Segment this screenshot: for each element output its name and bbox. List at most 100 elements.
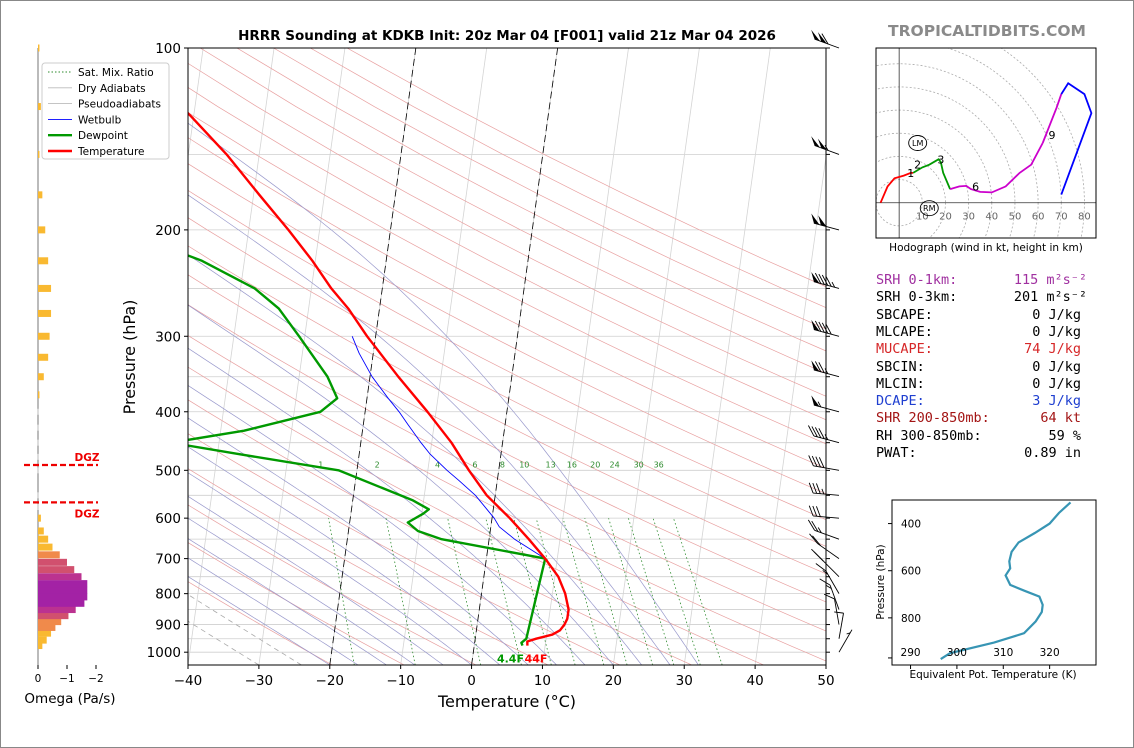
indices-table: SRH 0-1km: 115 m²s⁻² SRH 0-3km: 201 m²s⁻² SB… — [876, 272, 1087, 472]
dry-adiabat-line — [188, 163, 826, 495]
omega-bar — [37, 467, 39, 474]
index-value: 0 J/kg — [1032, 323, 1081, 340]
skewt-ytick-label: 100 — [155, 41, 181, 57]
wind-barb — [808, 505, 840, 519]
skewt-ytick-label: 500 — [155, 463, 181, 479]
wind-barb-flag — [817, 138, 827, 150]
omega-bar — [37, 503, 39, 510]
wind-barb-flag — [818, 215, 827, 227]
hodograph-caption: Hodograph (wind in kt, height in km) — [889, 242, 1083, 254]
pseudoadiabat-line — [188, 384, 557, 665]
wind-barb-flag — [811, 395, 820, 407]
omega-bar — [38, 618, 62, 626]
isotherm-line — [400, 48, 488, 665]
index-label: DCAPE: — [876, 393, 925, 410]
index-label: SRH 0-1km: — [876, 272, 958, 288]
theta-e-ytick-label: 400 — [901, 519, 921, 531]
wind-barb-half — [821, 488, 825, 495]
index-value: 59 % — [1048, 427, 1081, 444]
dry-adiabat-line — [188, 274, 826, 603]
pseudoadiabat-line — [188, 472, 472, 665]
wind-barb-full — [815, 456, 821, 468]
mixing-ratio-line — [535, 518, 576, 665]
surface-temperature-label: 44F — [525, 652, 548, 665]
skewt-axes-frame — [187, 47, 827, 666]
pseudoadiabat-line — [188, 557, 359, 665]
legend-entry: Pseudoadiabats — [78, 99, 161, 111]
index-label: MUCAPE: — [876, 341, 933, 358]
wind-barb-full — [813, 551, 824, 562]
pseudoadiabat-line — [188, 576, 330, 665]
mixing-ratio-line — [513, 518, 552, 665]
index-row: MLCIN: 0 J/kg — [876, 376, 1081, 393]
omega-bar — [38, 543, 53, 551]
theta-e-xlabel: Equivalent Pot. Temperature (K) — [909, 669, 1076, 681]
index-label: SHR 200-850mb: — [876, 410, 990, 427]
dry-adiabat-line — [188, 87, 826, 421]
wind-barb-full — [808, 482, 814, 494]
wind-barb-half — [831, 281, 836, 288]
mixing-ratio-label: 20 — [590, 460, 600, 469]
brand-watermark: TROPICALTIDBITS.COM — [888, 22, 1086, 40]
wind-barb-full — [818, 457, 825, 468]
wind-barb-flag — [817, 32, 827, 44]
wind-barb-full — [811, 520, 819, 532]
wind-barb-staff — [834, 598, 840, 625]
mixing-ratio-line — [652, 518, 701, 665]
omega-bar — [38, 612, 69, 620]
wind-barb-full — [821, 274, 829, 286]
legend-box — [41, 62, 170, 160]
wind-barb-full — [808, 455, 814, 466]
wind-barb-full — [808, 505, 814, 517]
wind-barb-full — [815, 563, 827, 572]
skewt-xtick-label: 30 — [676, 673, 693, 689]
wind-barb-half — [822, 570, 829, 575]
hodograph-ring-label: 20 — [939, 212, 952, 223]
omega-panel: DGZ DGZ 0 −1 −2 Omega (Pa/s) — [24, 44, 116, 707]
mixing-ratio-label: 1 — [318, 460, 323, 469]
wind-barb — [811, 29, 840, 49]
omega-bar — [38, 332, 50, 340]
wind-barb-full — [815, 506, 821, 517]
index-value: 115 m²s⁻² — [1013, 272, 1087, 288]
omega-bar — [38, 353, 49, 361]
hodograph-panel: 10 20 30 40 50 60 70 80 12 3 6 9 LM RM Hodograph (win… — [875, 47, 1097, 254]
wind-barb — [823, 593, 840, 625]
dry-adiabat-line — [188, 581, 333, 665]
wind-barb — [811, 395, 840, 413]
wind-barb-full — [814, 320, 822, 332]
wind-barb — [811, 360, 840, 378]
skewt-ytick-label: 900 — [155, 618, 181, 634]
wind-barb-staff — [813, 404, 840, 413]
skewt-ytick-label: 400 — [155, 405, 181, 421]
omega-bar — [38, 599, 85, 607]
pseudoadiabat-line — [188, 254, 642, 665]
index-value: 201 m²s⁻² — [1013, 289, 1087, 306]
index-label: SBCIN: — [876, 358, 925, 375]
mixing-ratio-line — [584, 518, 628, 665]
pseudoadiabat-line — [188, 517, 416, 665]
mixing-ratio-line — [628, 518, 675, 665]
pseudoadiabat-dashed-line — [188, 620, 260, 665]
dry-adiabat-line — [188, 366, 764, 665]
storm-motion-label: LM — [912, 139, 923, 148]
hodograph-height-label: 9 — [1049, 129, 1056, 142]
omega-xlabel: Omega (Pa/s) — [24, 691, 115, 707]
omega-bar — [38, 551, 60, 559]
mixing-ratio-label: 4 — [435, 460, 440, 469]
dry-adiabat-line — [188, 245, 826, 575]
index-value: 3 J/kg — [1032, 393, 1081, 410]
isotherm-line — [754, 153, 826, 665]
index-row: RH 300-850mb: 59 % — [876, 428, 1081, 445]
omega-bar — [38, 593, 88, 601]
skewt-ytick-label: 200 — [155, 223, 181, 239]
wind-barb-flag — [811, 360, 820, 372]
wind-barb-staff — [814, 529, 840, 540]
omega-bar — [38, 191, 43, 199]
wind-barb-full — [812, 535, 821, 547]
temperature-profile-line — [188, 111, 570, 646]
omega-bar — [38, 623, 56, 631]
pseudoadiabat-line — [188, 495, 444, 665]
skewt-xtick-label: 0 — [467, 673, 476, 689]
